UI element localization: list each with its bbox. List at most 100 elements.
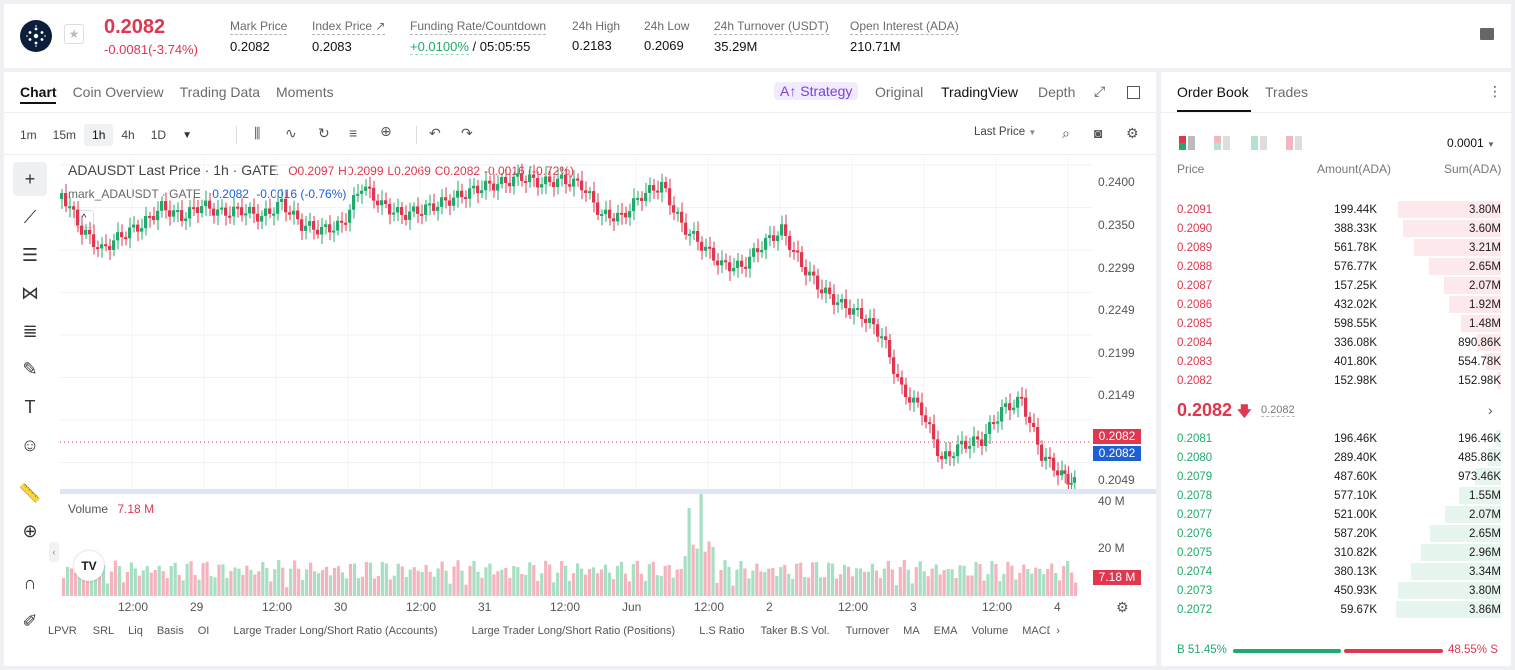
strategy-button[interactable]: A↑ Strategy [774,82,859,100]
window-icon[interactable] [1127,86,1140,99]
interval-1d[interactable]: 1D [150,128,167,142]
view-original[interactable]: Original [875,84,924,100]
lines-tool-icon[interactable]: ☰ [21,244,39,265]
bid-row[interactable]: 0.2076 587.20K 2.65M [1177,524,1501,543]
volume-bar [316,573,321,596]
precision-select[interactable]: 0.0001 ▼ [1447,136,1495,150]
interval-1h[interactable]: 1h [84,124,114,146]
view-bids-icon[interactable] [1251,136,1267,150]
interval-15m[interactable]: 15m [52,128,77,142]
bid-row[interactable]: 0.2075 310.82K 2.96M [1177,543,1501,562]
stat-funding-rate[interactable]: Funding Rate/Countdown +0.0100% / 05:05:… [410,19,547,55]
interval-4h[interactable]: 4h [121,128,135,142]
candle [180,210,184,222]
book-icon[interactable] [1480,28,1494,40]
bid-row[interactable]: 0.2078 577.10K 1.55M [1177,486,1501,505]
stat-mark-price[interactable]: Mark Price 0.2082 [230,19,288,54]
favorite-star-icon[interactable]: ★ [64,24,84,44]
bid-row[interactable]: 0.2074 380.13K 3.34M [1177,562,1501,581]
replay-icon[interactable]: ↻ [318,125,330,141]
view-asks-icon[interactable] [1286,136,1302,150]
indicator-ls-positions[interactable]: Large Trader Long/Short Ratio (Positions… [471,625,676,637]
indicator-basis[interactable]: Basis [156,625,184,637]
tab-trading-data[interactable]: Trading Data [179,84,261,100]
view-tradingview[interactable]: TradingView [941,84,1019,100]
interval-dropdown-icon[interactable]: ▼ [182,129,192,141]
brush-tool-icon[interactable]: ✎ [22,358,38,379]
ask-row[interactable]: 0.2084 336.08K 890.86K [1177,333,1501,352]
interval-1m[interactable]: 1m [20,128,37,142]
ask-row[interactable]: 0.2085 598.55K 1.48M [1177,314,1501,333]
candlestick-chart[interactable] [60,155,1092,490]
ask-row[interactable]: 0.2088 576.77K 2.65M [1177,257,1501,276]
ask-row[interactable]: 0.2091 199.44K 3.80M [1177,200,1501,219]
bid-row[interactable]: 0.2081 196.46K 196.46K [1177,429,1501,448]
chart-settings-icon[interactable]: ⚙ [1116,599,1129,615]
add-alert-icon[interactable]: ⊕ [380,123,392,139]
volume-bar [878,578,882,596]
tab-chart[interactable]: Chart [20,84,57,100]
erase-tool-icon[interactable]: ✐ [22,610,38,631]
tab-order-book[interactable]: Order Book [1177,84,1249,100]
volume-bar [137,575,141,596]
scroll-left-button[interactable]: ‹ [49,542,59,562]
tab-trades[interactable]: Trades [1265,84,1309,100]
volume-bar [1022,564,1026,596]
bid-row[interactable]: 0.2077 521.00K 2.07M [1177,505,1501,524]
crosshair-tool-icon[interactable]: + [13,162,47,196]
indicator-ls-accounts[interactable]: Large Trader Long/Short Ratio (Accounts) [233,625,438,637]
camera-icon[interactable]: ◙ [1094,125,1103,141]
zoom-in-tool-icon[interactable]: ⊕ [22,520,38,541]
indicator-ema[interactable]: EMA [933,625,958,637]
ask-row[interactable]: 0.2083 401.80K 554.78K [1177,352,1501,371]
indicator-ma[interactable]: MA [903,625,920,637]
view-depth[interactable]: Depth [1038,84,1076,100]
search-icon[interactable]: ⌕ [1062,125,1070,141]
chevron-right-icon[interactable]: › [1488,402,1493,418]
indicator-srl[interactable]: SRL [92,625,115,637]
stat-index-price[interactable]: Index Price ↗ 0.2083 [312,19,386,54]
tab-coin-overview[interactable]: Coin Overview [72,84,164,100]
redo-icon[interactable]: ↷ [461,125,473,141]
view-both-alt-icon[interactable] [1214,136,1230,150]
candle-type-icon[interactable]: ⫼ [254,125,261,141]
indicator-ls-ratio[interactable]: L.S Ratio [699,625,745,637]
fib-tool-icon[interactable]: ≣ [22,320,38,341]
trendline-tool-icon[interactable]: ⟋ [23,206,37,227]
tab-moments[interactable]: Moments [276,84,334,100]
ask-row[interactable]: 0.2082 152.98K 152.98K [1177,371,1501,390]
stat-open-interest[interactable]: Open Interest (ADA) 210.71M [850,19,959,54]
gear-icon[interactable]: ⚙ [1126,125,1139,141]
more-options-icon[interactable]: ⋮ [1488,83,1502,99]
bid-row[interactable]: 0.2073 450.93K 3.80M [1177,581,1501,600]
indicator-volume[interactable]: Volume [971,625,1009,637]
emoji-tool-icon[interactable]: ☺ [20,434,40,455]
indicator-macd[interactable]: MACD [1022,625,1050,637]
ask-row[interactable]: 0.2086 432.02K 1.92M [1177,295,1501,314]
candle [976,436,980,440]
ask-row[interactable]: 0.2090 388.33K 3.60M [1177,219,1501,238]
text-tool-icon[interactable]: T [24,396,36,417]
ask-row[interactable]: 0.2089 561.78K 3.21M [1177,238,1501,257]
bid-row[interactable]: 0.2080 289.40K 485.86K [1177,448,1501,467]
bid-row[interactable]: 0.2072 59.67K 3.86M [1177,600,1501,619]
indicator-lpvr[interactable]: LPVR [48,625,77,637]
bid-row[interactable]: 0.2079 487.60K 973.46K [1177,467,1501,486]
magnet-tool-icon[interactable]: ∩ [23,572,37,593]
indicator-oi[interactable]: OI [197,625,210,637]
ruler-tool-icon[interactable]: 📏 [18,482,42,503]
ask-row[interactable]: 0.2087 157.25K 2.07M [1177,276,1501,295]
last-price-select[interactable]: Last Price ▼ [974,126,1037,138]
indicator-next-icon[interactable]: › [1056,625,1060,637]
indicator-liq[interactable]: Liq [128,625,143,637]
pattern-tool-icon[interactable]: ⋈ [21,282,39,303]
indicators-icon[interactable]: ∿ [285,125,297,141]
undo-icon[interactable]: ↶ [429,125,441,141]
expand-icon[interactable]: ⤢ [1094,83,1106,99]
indicator-taker-vol[interactable]: Taker B.S Vol. [760,625,830,637]
templates-icon[interactable]: ≡ [349,125,358,141]
stat-24h-turnover[interactable]: 24h Turnover (USDT) 35.29M [714,19,829,54]
view-both-icon[interactable] [1179,136,1195,150]
indicator-turnover[interactable]: Turnover [845,625,890,637]
volume-bar [452,566,456,596]
